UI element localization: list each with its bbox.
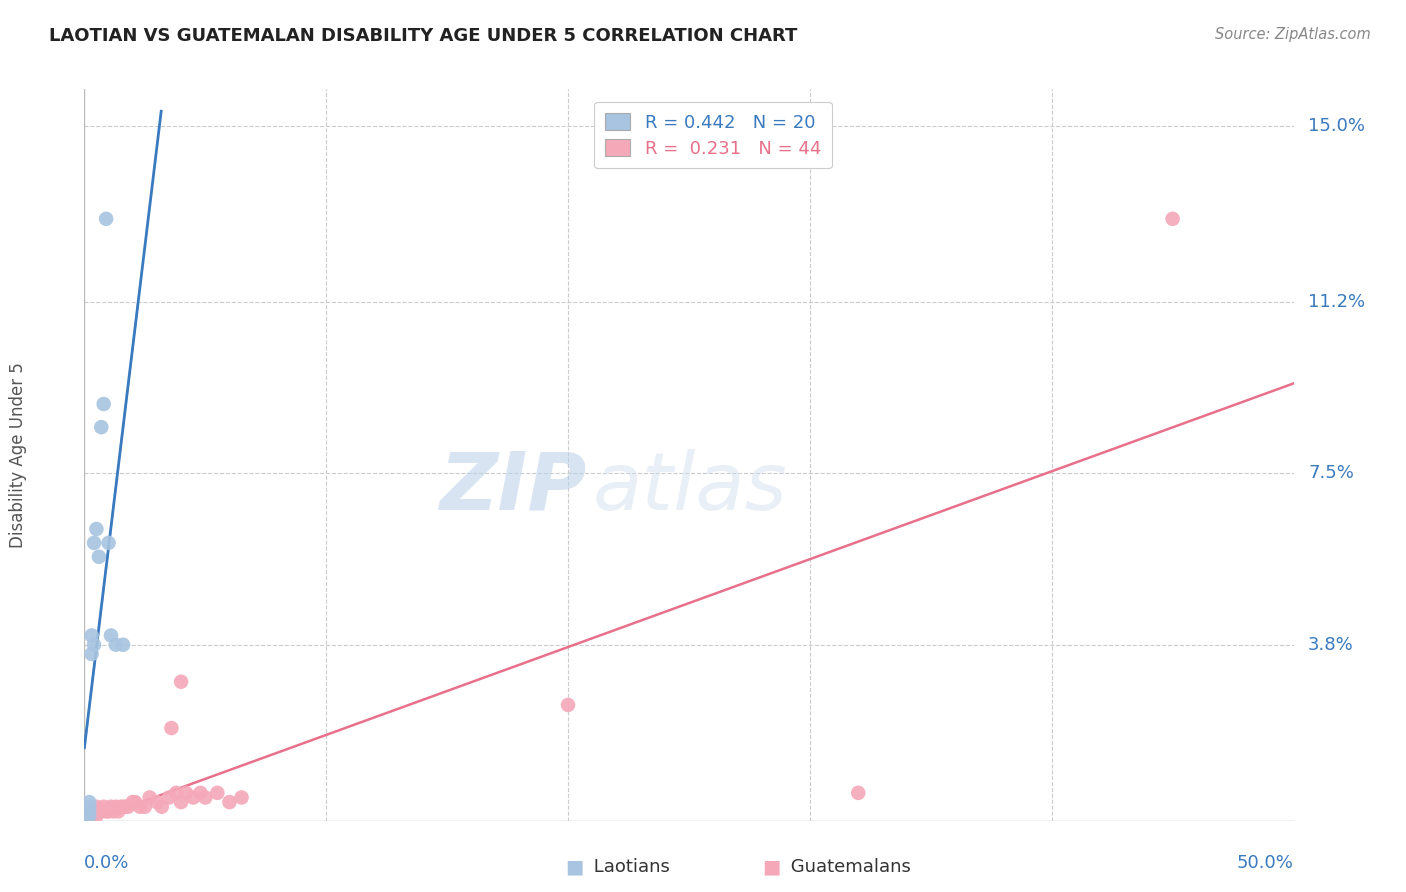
Point <box>112 799 135 814</box>
Point <box>165 786 187 800</box>
Point <box>93 799 115 814</box>
Point <box>138 790 160 805</box>
Point <box>846 786 869 800</box>
Point <box>557 698 579 712</box>
Point <box>80 809 103 823</box>
Point <box>129 799 152 814</box>
Point <box>112 638 135 652</box>
Point <box>121 795 143 809</box>
Point <box>80 647 103 661</box>
Point <box>150 799 173 814</box>
Text: Disability Age Under 5: Disability Age Under 5 <box>8 362 27 548</box>
Point <box>104 799 127 814</box>
Point <box>94 805 117 819</box>
Text: Guatemalans: Guatemalans <box>785 858 911 876</box>
Text: ZIP: ZIP <box>439 449 586 527</box>
Point <box>157 790 180 805</box>
Point <box>76 809 98 823</box>
Point <box>87 805 110 819</box>
Point <box>77 795 100 809</box>
Point <box>146 795 169 809</box>
Point <box>107 805 129 819</box>
Point <box>103 805 125 819</box>
Point <box>218 795 240 809</box>
Point <box>83 638 105 652</box>
Text: atlas: atlas <box>592 449 787 527</box>
Text: 15.0%: 15.0% <box>1308 117 1365 136</box>
Point <box>77 799 100 814</box>
Point <box>110 799 132 814</box>
Point <box>83 536 105 550</box>
Point <box>86 799 108 814</box>
Point <box>76 805 98 819</box>
Point <box>97 805 120 819</box>
Point <box>207 786 229 800</box>
Point <box>190 786 212 800</box>
Text: ■: ■ <box>762 857 780 877</box>
Text: ■: ■ <box>565 857 583 877</box>
Point <box>174 786 197 800</box>
Text: Laotians: Laotians <box>588 858 669 876</box>
Point <box>1161 211 1184 226</box>
Text: 50.0%: 50.0% <box>1237 854 1294 871</box>
Text: 0.0%: 0.0% <box>84 854 129 871</box>
Point <box>76 805 98 819</box>
Text: 11.2%: 11.2% <box>1308 293 1365 311</box>
Point <box>93 397 115 411</box>
Text: Source: ZipAtlas.com: Source: ZipAtlas.com <box>1215 27 1371 42</box>
Point <box>181 790 204 805</box>
Point <box>80 628 103 642</box>
Point <box>77 805 100 819</box>
Point <box>100 799 122 814</box>
Point <box>114 799 136 814</box>
Point <box>90 805 112 819</box>
Point <box>86 809 108 823</box>
Point <box>104 638 127 652</box>
Point <box>97 536 120 550</box>
Text: LAOTIAN VS GUATEMALAN DISABILITY AGE UNDER 5 CORRELATION CHART: LAOTIAN VS GUATEMALAN DISABILITY AGE UND… <box>49 27 797 45</box>
Point <box>76 799 98 814</box>
Point <box>83 805 105 819</box>
Legend: R = 0.442   N = 20, R =  0.231   N = 44: R = 0.442 N = 20, R = 0.231 N = 44 <box>595 102 832 169</box>
Point <box>76 809 98 823</box>
Point <box>87 549 110 564</box>
Point <box>100 628 122 642</box>
Point <box>124 795 146 809</box>
Point <box>134 799 156 814</box>
Point <box>160 721 183 735</box>
Text: 7.5%: 7.5% <box>1308 465 1354 483</box>
Point <box>231 790 253 805</box>
Point <box>194 790 217 805</box>
Text: 3.8%: 3.8% <box>1308 636 1354 654</box>
Point <box>86 522 108 536</box>
Point <box>77 809 100 823</box>
Point <box>170 674 193 689</box>
Point <box>170 795 193 809</box>
Point <box>80 805 103 819</box>
Point <box>117 799 139 814</box>
Point <box>77 809 100 823</box>
Point <box>94 211 117 226</box>
Point <box>90 420 112 434</box>
Point <box>77 805 100 819</box>
